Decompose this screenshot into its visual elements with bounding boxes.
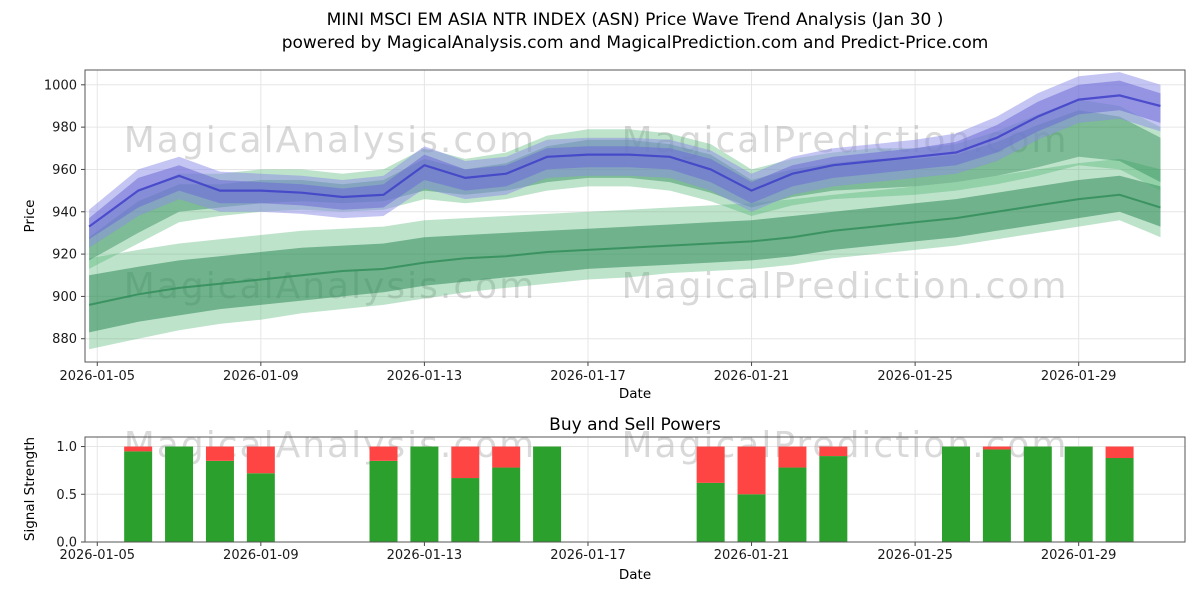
buy-bar-2026-01-30 [1105,458,1134,542]
svg-text:2026-01-05: 2026-01-05 [59,548,135,563]
svg-text:2026-01-21: 2026-01-21 [714,548,790,563]
buy-bar-2026-01-14 [451,478,480,543]
buy-bar-2026-01-08 [205,460,234,542]
band-blue-inner [89,80,1161,240]
signal-strength-axis-label: Signal Strength [22,436,38,542]
sell-bar-2026-01-23 [819,446,848,457]
svg-text:0.0: 0.0 [56,536,77,551]
line-blue-median [88,94,1161,228]
sell-bar-2026-01-30 [1105,446,1134,459]
svg-text:960: 960 [52,163,77,178]
svg-text:2026-01-17: 2026-01-17 [550,369,626,384]
svg-text:940: 940 [52,205,77,220]
svg-text:980: 980 [52,121,77,136]
buy-bar-2026-01-27 [982,449,1011,543]
sell-bar-2026-01-27 [982,446,1011,450]
svg-text:2026-01-21: 2026-01-21 [714,369,790,384]
buy-bar-2026-01-28 [1023,446,1052,543]
buy-bar-2026-01-29 [1064,446,1093,543]
bottom-date-axis-label: Date [618,567,652,583]
buy-bar-2026-01-21 [737,494,766,542]
buy-bar-2026-01-26 [942,446,971,543]
svg-text:2026-01-29: 2026-01-29 [1041,548,1117,563]
band-green-upper-outer [89,99,1161,269]
buy-bar-2026-01-16 [533,446,562,543]
buy-bar-2026-01-13 [410,446,439,543]
chart-subtitle: powered by MagicalAnalysis.com and Magic… [281,33,989,53]
sell-bar-2026-01-20 [696,446,725,483]
sell-bar-2026-01-15 [492,446,521,468]
sell-bar-2026-01-12 [369,446,398,461]
main-date-axis-label: Date [618,386,652,402]
buy-bar-2026-01-15 [492,467,521,543]
buy-bar-2026-01-23 [819,456,848,542]
chart-title: MINI MSCI EM ASIA NTR INDEX (ASN) Price … [326,10,944,30]
svg-text:2026-01-13: 2026-01-13 [387,548,463,563]
buy-sell-powers-chart: 0.0 0.5 1.0 2026-01-05 2026-01-09 2026-01-13 2… [56,425,1186,563]
sell-bar-2026-01-21 [737,446,766,495]
buy-bar-2026-01-12 [369,460,398,542]
svg-text:1.0: 1.0 [56,440,77,455]
svg-text:920: 920 [52,248,77,263]
sell-bar-2026-01-06 [124,446,153,452]
svg-text:2026-01-13: 2026-01-13 [387,369,463,384]
buy-bar-2026-01-06 [124,451,153,543]
sell-bar-2026-01-08 [205,446,234,461]
svg-text:1000: 1000 [44,78,77,93]
svg-text:2026-01-17: 2026-01-17 [550,548,626,563]
buy-bar-2026-01-09 [246,473,275,542]
buy-bar-2026-01-20 [696,482,725,543]
watermark-magicalprediction: MagicalPrediction.com [622,266,1069,307]
svg-text:2026-01-05: 2026-01-05 [59,369,135,384]
svg-text:2026-01-25: 2026-01-25 [877,548,953,563]
buy-bar-2026-01-22 [778,467,807,543]
sell-bar-2026-01-14 [451,446,480,479]
svg-text:880: 880 [52,332,77,347]
buy-bar-2026-01-07 [165,446,194,543]
svg-text:2026-01-09: 2026-01-09 [223,369,299,384]
svg-text:0.5: 0.5 [56,488,77,503]
band-green-fan-inner [89,175,1161,333]
price-wave-chart: 880 900 920 940 960 980 1000 2026-01-05 2026-01-… [44,69,1186,384]
svg-text:2026-01-09: 2026-01-09 [223,548,299,563]
svg-text:900: 900 [52,290,77,305]
sell-bar-2026-01-22 [778,446,807,468]
svg-text:2026-01-25: 2026-01-25 [877,369,953,384]
watermark-magicalanalysis: MagicalAnalysis.com [124,120,536,161]
buy-sell-chart-title: Buy and Sell Powers [549,415,721,435]
price-axis-label: Price [22,199,38,233]
sell-bar-2026-01-09 [246,446,275,474]
line-green-median [88,193,1161,306]
svg-text:2026-01-29: 2026-01-29 [1041,369,1117,384]
